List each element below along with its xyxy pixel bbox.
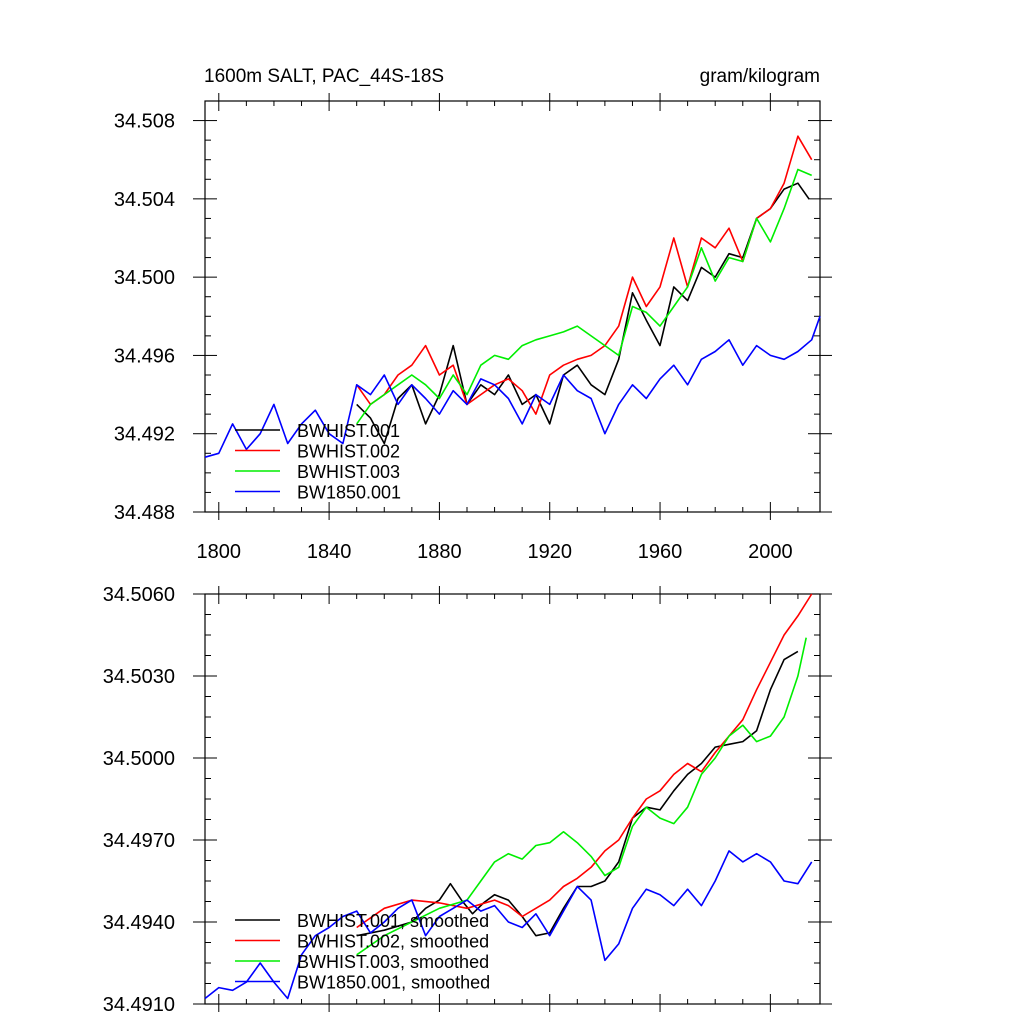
top-plot-area: 1800 1840 1880 1920 1960 2000 34.488 34.492 34.4… [114, 93, 832, 563]
x-tick-label: 1920 [527, 541, 572, 563]
series-line-bw1850-001 [204, 316, 821, 458]
legend-label: BWHIST.002, smoothed [297, 932, 489, 952]
series-line-bwhist-003-smoothed [356, 637, 807, 956]
x-tick-label: 2000 [748, 541, 793, 563]
legend-label: BWHIST.002 [297, 442, 400, 462]
y-tick-label: 34.496 [114, 345, 175, 367]
legend-label: BWHIST.001, smoothed [297, 911, 489, 931]
legend-label: BWHIST.001 [297, 421, 400, 441]
top-panel: 1600m SALT, PAC_44S-18S gram/kilogram 18… [114, 66, 832, 563]
x-tick-label: 1840 [307, 541, 352, 563]
y-tick-label: 34.504 [114, 189, 175, 211]
bottom-panel: 34.4910 34.4940 34.4970 34.5000 34.5030 34.50… [103, 584, 832, 1016]
y-tick-label: 34.5000 [103, 748, 175, 770]
top-chart-title: 1600m SALT, PAC_44S-18S [204, 66, 444, 87]
series-line-bw1850-001-smoothed [204, 850, 813, 1000]
top-chart-units: gram/kilogram [700, 66, 820, 87]
y-tick-label: 34.5030 [103, 666, 175, 688]
x-tick-label: 1880 [417, 541, 462, 563]
y-tick-label: 34.4970 [103, 830, 175, 852]
series-line-bwhist-003 [356, 168, 813, 425]
x-tick-label: 1800 [197, 541, 242, 563]
y-tick-label: 34.5060 [103, 584, 175, 606]
x-tick-label: 1960 [638, 541, 683, 563]
y-tick-label: 34.4940 [103, 912, 175, 934]
series-line-bwhist-002 [356, 135, 813, 415]
series-line-bwhist-002-smoothed [356, 593, 813, 929]
y-tick-label: 34.500 [114, 267, 175, 289]
legend-label: BW1850.001, smoothed [297, 973, 490, 993]
series-line-bwhist-001 [356, 182, 810, 445]
y-tick-label: 34.508 [114, 111, 175, 133]
y-tick-label: 34.4910 [103, 994, 175, 1016]
legend-label: BWHIST.003, smoothed [297, 952, 489, 972]
y-tick-label: 34.488 [114, 502, 175, 524]
y-tick-label: 34.492 [114, 424, 175, 446]
series-line-bwhist-001-smoothed [356, 650, 799, 937]
bottom-plot-area: 34.4910 34.4940 34.4970 34.5000 34.5030 34.50… [103, 584, 832, 1016]
legend-label: BW1850.001 [297, 483, 401, 503]
legend-label: BWHIST.003 [297, 462, 400, 482]
plot-frame [204, 100, 821, 513]
